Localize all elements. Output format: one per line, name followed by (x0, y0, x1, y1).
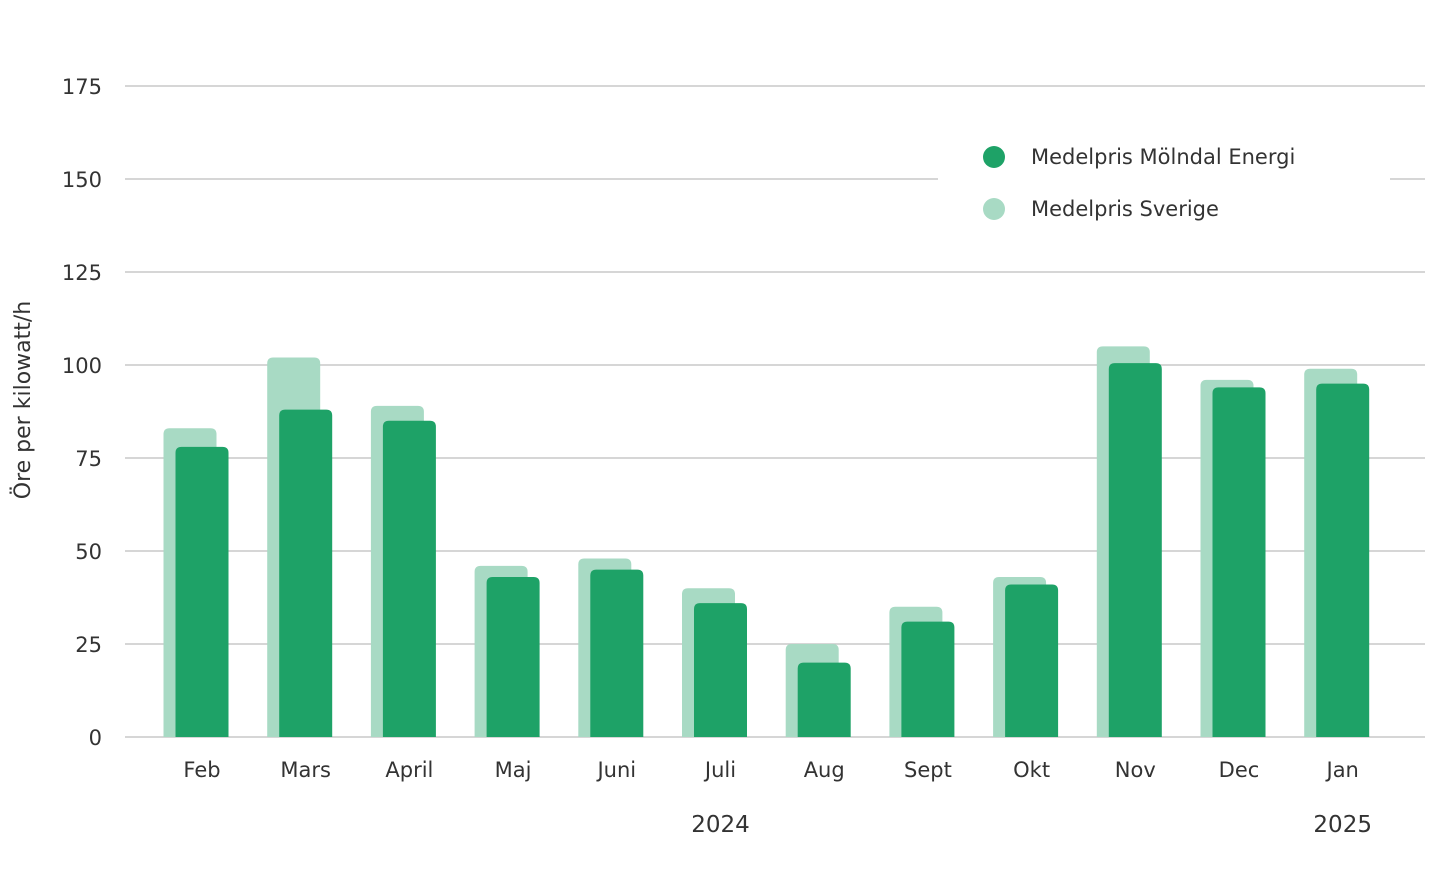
bar-molndal-april (382, 420, 436, 737)
bar-molndal-maj (486, 577, 540, 737)
year-labels: 2024 2025 (691, 812, 1372, 838)
x-tick-label: Juli (703, 758, 736, 782)
legend: Medelpris Mölndal Energi Medelpris Sverig… (983, 145, 1295, 221)
y-tick-label: 150 (62, 168, 102, 192)
y-tick-label: 125 (62, 261, 102, 285)
x-tick-label: Okt (1013, 758, 1050, 782)
x-tick-label: Juni (595, 758, 636, 782)
y-axis-label: Öre per kilowatt/h (10, 301, 36, 499)
bar-molndal-juni (590, 569, 644, 737)
bar-molndal-mars (279, 409, 333, 737)
year-label: 2024 (691, 812, 750, 838)
x-tick-label: Nov (1115, 758, 1156, 782)
bar-molndal-feb (175, 446, 229, 737)
y-tick-label: 100 (62, 354, 102, 378)
legend-swatch (983, 198, 1005, 220)
y-tick-label: 25 (75, 633, 102, 657)
y-tick-label: 175 (62, 75, 102, 99)
y-tick-label: 75 (75, 447, 102, 471)
x-tick-label: Jan (1325, 758, 1359, 782)
x-tick-label: Feb (183, 758, 220, 782)
y-tick-label: 50 (75, 540, 102, 564)
x-tick-label: April (385, 758, 433, 782)
x-tick-label: Aug (804, 758, 845, 782)
legend-label: Medelpris Sverige (1031, 197, 1219, 221)
x-tick-label: Mars (280, 758, 331, 782)
x-axis-ticks: Feb Mars April Maj Juni Juli Aug Sept Okt Nov Dec J… (183, 758, 1358, 782)
y-tick-label: 0 (89, 726, 102, 750)
bar-molndal-juli (694, 603, 747, 737)
grid-lines (125, 85, 1425, 738)
bars (163, 346, 1370, 737)
x-tick-label: Maj (495, 758, 532, 782)
legend-swatch (983, 146, 1005, 168)
bar-molndal-aug (797, 662, 851, 737)
y-axis-ticks: 0 25 50 75 100 125 150 175 (62, 75, 102, 750)
legend-label: Medelpris Mölndal Energi (1031, 145, 1295, 169)
bar-molndal-dec (1212, 387, 1266, 737)
x-tick-label: Dec (1219, 758, 1260, 782)
x-tick-label: Sept (904, 758, 952, 782)
bar-molndal-sept (901, 621, 955, 737)
bar-molndal-okt (1005, 584, 1059, 737)
year-label: 2025 (1313, 812, 1372, 838)
bar-molndal-nov (1108, 363, 1162, 737)
bar-molndal-jan (1316, 383, 1370, 737)
